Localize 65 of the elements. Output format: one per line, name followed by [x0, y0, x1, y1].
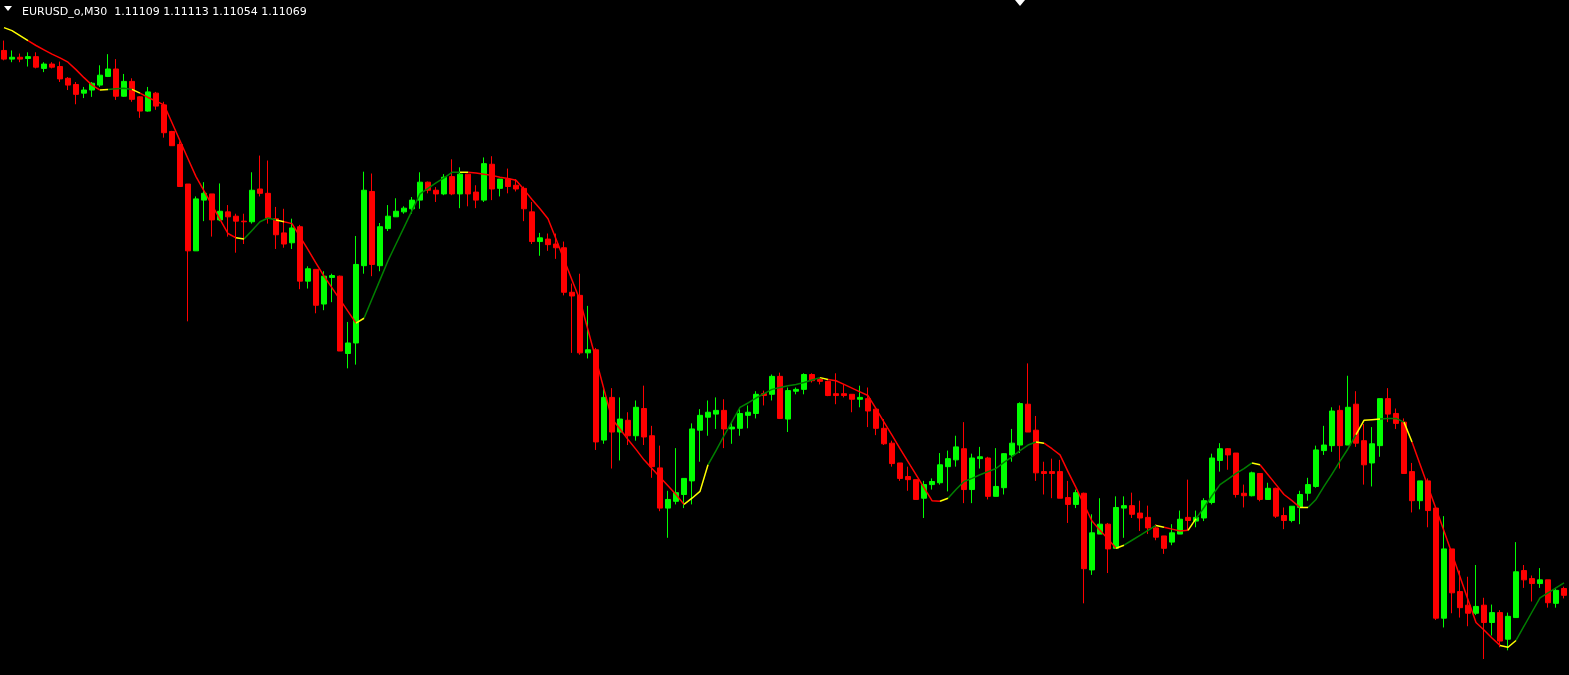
candlestick — [697, 408, 703, 463]
candlestick — [1409, 462, 1415, 513]
candlestick — [121, 73, 127, 98]
candlestick — [1385, 387, 1391, 423]
candlestick — [1401, 417, 1407, 474]
candlestick — [1161, 535, 1167, 555]
candlestick — [1505, 612, 1511, 651]
candlestick — [113, 58, 119, 101]
candlestick — [1153, 523, 1159, 541]
candlestick — [1521, 564, 1527, 589]
candlestick — [1121, 495, 1127, 539]
candlestick — [1457, 570, 1463, 619]
candlestick — [1489, 604, 1495, 636]
candlestick — [1281, 506, 1287, 530]
candlestick — [1441, 515, 1447, 628]
candlestick — [17, 53, 23, 63]
candlestick — [1145, 505, 1151, 535]
candlestick — [1353, 390, 1359, 448]
candlestick — [1553, 587, 1559, 609]
candlestick — [1537, 567, 1543, 589]
candlestick — [1169, 523, 1175, 546]
candlestick — [73, 81, 79, 105]
candlestick — [81, 86, 87, 99]
candlestick — [689, 422, 695, 505]
candlestick — [257, 155, 263, 197]
candlestick — [1369, 426, 1375, 487]
candlestick — [1561, 586, 1567, 599]
candlestick — [1025, 362, 1031, 433]
candlestick — [1449, 548, 1455, 614]
candlestick — [65, 76, 71, 91]
candlestick — [1129, 492, 1135, 519]
candlestick — [1465, 576, 1471, 627]
candlestick — [273, 206, 279, 250]
candlestick — [1433, 507, 1439, 621]
candlestick — [1137, 500, 1143, 532]
candlestick — [249, 171, 255, 225]
candlestick — [1345, 375, 1351, 446]
candlestick — [345, 321, 351, 369]
candlestick — [1289, 505, 1295, 523]
candlestick — [1257, 472, 1263, 502]
candlestick — [1417, 480, 1423, 510]
candlestick — [1265, 482, 1271, 500]
candlestick — [49, 61, 55, 69]
candlestick — [265, 160, 271, 225]
candlestick — [25, 51, 31, 68]
candlestick — [1545, 579, 1551, 609]
candlestick — [1361, 423, 1367, 486]
candlestick — [1513, 541, 1519, 619]
candlestick — [1297, 490, 1303, 525]
candlestick — [1529, 575, 1535, 602]
candlestick — [1, 40, 7, 61]
chart-title: EURUSD_o,M30 1.11109 1.11113 1.11054 1.11069 — [22, 5, 307, 18]
candlestick — [1393, 408, 1399, 430]
candlestick — [105, 53, 111, 78]
candlestick — [1473, 564, 1479, 616]
candlestick — [1377, 398, 1383, 458]
candlestick — [129, 77, 135, 103]
candlestick — [9, 49, 15, 63]
candlestick — [1017, 401, 1023, 454]
candlestick — [1425, 477, 1431, 528]
candlestick — [241, 213, 247, 245]
candlestick — [33, 51, 39, 69]
candlestick — [57, 61, 63, 83]
candlestick — [41, 61, 47, 73]
candlestick — [97, 64, 103, 88]
